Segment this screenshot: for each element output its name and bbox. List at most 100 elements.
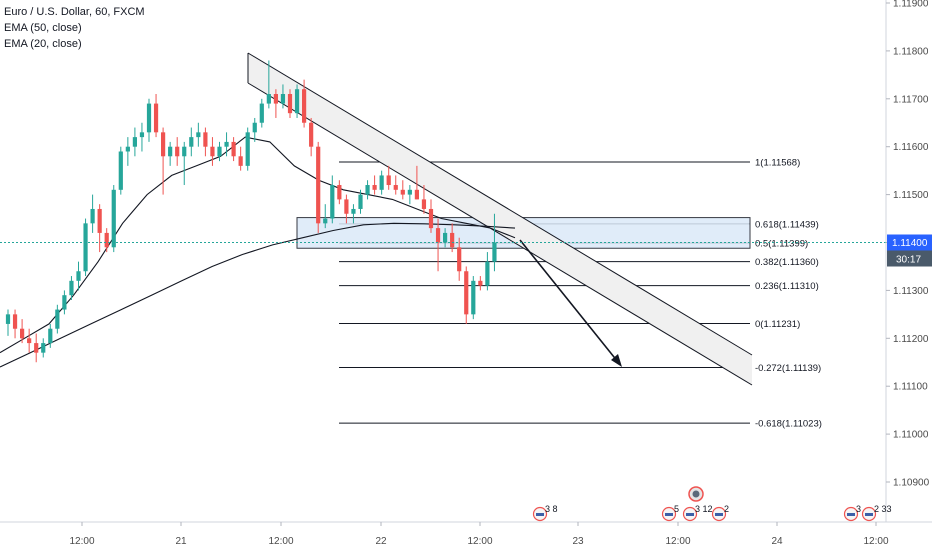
channel-lower-line[interactable] [247,82,753,386]
candle-body[interactable] [245,132,250,166]
candle-body[interactable] [210,146,215,157]
candle-body[interactable] [238,156,243,166]
candle-body[interactable] [309,122,314,147]
candle-body[interactable] [337,185,342,200]
candle-body[interactable] [55,309,60,329]
price-tick-label: 1.10900 [893,478,930,489]
candle-body[interactable] [316,146,321,224]
candle-body[interactable] [457,247,462,272]
price-tick-label: 1.11000 [893,430,929,441]
candle-body[interactable] [492,242,497,262]
candle-body[interactable] [266,94,271,104]
flag-stripe [686,513,694,516]
time-tick-label: 12:00 [467,536,492,547]
candle-body[interactable] [196,132,201,138]
candle-body[interactable] [97,208,102,233]
candle-body[interactable] [323,218,328,224]
ema50-label[interactable]: EMA (50, close) [4,22,82,34]
countdown-badge [887,250,932,267]
candle-body[interactable] [139,132,145,138]
candle-body[interactable] [69,280,74,296]
candle-body[interactable] [34,343,39,353]
channel-upper-line[interactable] [247,52,753,356]
economic-event-count: 2 [724,504,729,514]
candle-body[interactable] [443,232,448,243]
candle-body[interactable] [287,94,293,114]
fib-level-label: 0.618(1.11439) [755,219,819,230]
candle-body[interactable] [400,189,405,195]
current-price-label: 1.11400 [892,238,928,249]
candle-body[interactable] [365,185,370,195]
candle-body[interactable] [111,189,116,248]
candle-body[interactable] [153,103,159,133]
candle-body[interactable] [428,208,434,229]
candle-body[interactable] [161,132,166,157]
candle-body[interactable] [203,132,208,147]
candle-body[interactable] [189,137,194,147]
chart-legend: Euro / U.S. Dollar, 60, FXCM EMA (50, cl… [4,4,145,52]
candle-body[interactable] [485,261,490,286]
economic-event-count: 3 [856,504,861,514]
projection-arrow-line[interactable] [519,239,619,363]
candle-body[interactable] [294,89,300,114]
candle-body[interactable] [273,94,278,104]
candle-body[interactable] [217,146,222,157]
candle-body[interactable] [132,137,137,147]
candle-body[interactable] [76,271,81,281]
candle-body[interactable] [414,189,419,200]
candle-body[interactable] [450,232,455,248]
fib-level-label: 0.5(1.11399) [755,238,808,249]
candle-body[interactable] [125,146,130,152]
fib-level-label: 0.382(1.11360) [755,257,819,268]
candle-body[interactable] [5,314,11,324]
candle-body[interactable] [302,89,307,123]
candle-body[interactable] [182,146,187,157]
time-tick-label: 12:00 [665,536,690,547]
candle-body[interactable] [62,295,67,310]
candle-body[interactable] [280,94,286,104]
candle-body[interactable] [231,141,236,157]
candle-body[interactable] [259,103,264,123]
candle-body[interactable] [104,232,109,248]
candle-body[interactable] [83,223,88,272]
time-tick-label: 23 [572,536,584,547]
candle-body[interactable] [168,146,173,157]
candle-body[interactable] [435,228,441,243]
candle-body[interactable] [330,185,335,219]
candle-body[interactable] [372,185,377,190]
price-tick-label: 1.11300 [893,286,929,297]
candle-body[interactable] [48,328,53,344]
candle-body[interactable] [146,103,152,133]
candle-body[interactable] [358,194,363,209]
candle-body[interactable] [421,199,427,209]
time-tick-label: 22 [375,536,387,547]
candle-body[interactable] [386,175,391,186]
current-price-badge[interactable] [887,234,932,251]
candle-body[interactable] [41,343,46,353]
candle-body[interactable] [464,271,469,315]
candle-body[interactable] [90,208,95,224]
price-tick-label: 1.11200 [893,334,929,345]
time-tick-label: 12:00 [863,536,888,547]
candle-body[interactable] [407,189,412,195]
candle-body[interactable] [393,185,398,190]
candle-body[interactable] [379,175,384,190]
candle-body[interactable] [118,151,123,190]
candle-body[interactable] [12,314,18,329]
flag-stripe [715,513,723,516]
candle-body[interactable] [252,122,257,133]
ema20-label[interactable]: EMA (20, close) [4,38,82,50]
candle-body[interactable] [27,338,32,344]
candle-body[interactable] [471,280,476,315]
candle-body[interactable] [224,141,229,147]
candle-body[interactable] [20,328,25,339]
candle-body[interactable] [175,146,180,157]
time-tick-label: 12:00 [69,536,94,547]
symbol-title[interactable]: Euro / U.S. Dollar, 60, FXCM [4,6,145,18]
projection-arrow-head [611,354,622,367]
candle-body[interactable] [344,199,349,214]
candle-body[interactable] [478,280,483,286]
candle-body[interactable] [351,208,356,214]
